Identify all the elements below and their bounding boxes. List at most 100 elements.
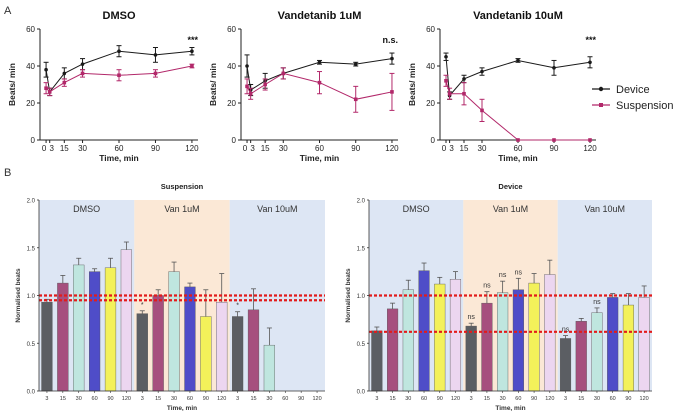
data-point — [47, 90, 52, 94]
x-tick-label: 30 — [78, 144, 87, 153]
legend-device-label: Device — [616, 84, 650, 96]
data-point — [390, 90, 394, 94]
x-tick-label: 60 — [315, 144, 324, 153]
x-tick-label: 15 — [261, 144, 270, 153]
bar — [104, 267, 117, 392]
bar — [120, 249, 132, 392]
y-tick-label: 20 — [426, 99, 435, 108]
x-tick-label: 30 — [405, 396, 411, 402]
legend-device-marker — [598, 86, 604, 92]
x-tick-label: 120 — [451, 396, 460, 402]
data-point — [480, 108, 484, 113]
x-tick-label: 120 — [122, 396, 131, 402]
x-tick-label: 30 — [500, 396, 506, 402]
bar-chart-suspension: DMSO Van 1uM Van 10uM Suspension 3 15 30 60 90 12… — [15, 182, 325, 412]
data-point — [516, 138, 520, 142]
x-tick-label: 30 — [76, 396, 82, 402]
x-tick-label: 15 — [250, 396, 256, 402]
x-tick-label: 30 — [478, 144, 487, 153]
data-point — [588, 60, 592, 65]
data-point — [153, 53, 158, 57]
data-point — [353, 62, 358, 66]
significance-annotation: *** — [187, 35, 198, 45]
x-tick-label: 60 — [514, 144, 523, 153]
x-tick-label: 15 — [390, 396, 396, 402]
x-tick-label: 90 — [625, 396, 631, 402]
x-tick-label: 0 — [243, 144, 248, 153]
x-tick-label: 90 — [437, 396, 443, 402]
bar — [232, 316, 244, 392]
data-point — [552, 66, 556, 70]
x-tick-label: 15 — [60, 396, 66, 402]
data-point — [552, 138, 556, 142]
group-label: Van 1uM — [164, 204, 199, 214]
data-point — [62, 80, 67, 85]
x-axis-label: Time, min — [495, 405, 525, 412]
bar — [591, 312, 603, 392]
bar — [638, 297, 650, 392]
y-tick-label: 1.0 — [27, 294, 36, 300]
y-tick-label: 20 — [26, 99, 35, 108]
x-tick-label: 15 — [460, 144, 469, 153]
x-tick-label: 3 — [141, 396, 144, 402]
data-point — [245, 84, 249, 89]
x-tick-label: 30 — [594, 396, 600, 402]
data-point — [263, 82, 267, 87]
chart-title: Suspension — [161, 182, 204, 191]
x-tick-label: 90 — [351, 144, 360, 153]
x-tick-label: 15 — [484, 396, 490, 402]
significance-annotation: n.s. — [382, 35, 398, 45]
series-suspension — [43, 63, 195, 97]
y-tick-label: 60 — [227, 25, 236, 34]
bar — [622, 304, 634, 392]
group-label: Van 10uM — [257, 204, 297, 214]
data-point — [462, 77, 466, 81]
y-tick-label: 20 — [227, 99, 236, 108]
series-line — [445, 80, 590, 141]
y-tick-label: 2.0 — [357, 199, 366, 205]
chart-title: Vandetanib 1uM — [278, 10, 362, 22]
data-point — [447, 91, 452, 96]
data-point — [317, 80, 322, 85]
bar — [168, 271, 180, 392]
y-axis-label: Beats/ min — [7, 63, 17, 106]
significance-annotation: * — [236, 303, 239, 310]
data-point — [317, 60, 322, 65]
x-tick-label: 120 — [185, 144, 199, 153]
y-tick-label: 1.5 — [27, 246, 36, 252]
group-label: DMSO — [73, 204, 100, 214]
data-point — [190, 64, 194, 68]
series-suspension — [244, 67, 395, 113]
bar — [89, 271, 101, 392]
y-tick-label: 1.0 — [357, 294, 366, 300]
x-tick-label: 120 — [217, 396, 226, 402]
data-point — [281, 71, 286, 76]
x-tick-label: 3 — [449, 144, 454, 153]
x-tick-label: 60 — [115, 144, 124, 153]
significance-annotation: ns — [515, 269, 523, 276]
legend-suspension-marker — [599, 103, 603, 107]
bar — [216, 301, 228, 392]
data-point — [190, 49, 194, 53]
x-tick-label: 0 — [442, 144, 447, 153]
x-tick-label: 120 — [640, 396, 649, 402]
chart-title: DMSO — [103, 10, 136, 22]
x-axis-label: Time, min — [99, 153, 139, 163]
legend-suspension-label: Suspension — [616, 100, 674, 112]
x-tick-label: 60 — [610, 396, 616, 402]
x-tick-label: 3 — [45, 396, 48, 402]
bar — [481, 302, 493, 392]
legend: Device Suspension — [592, 84, 674, 112]
x-tick-label: 60 — [92, 396, 98, 402]
data-point — [80, 62, 85, 66]
y-tick-label: 0 — [31, 136, 36, 145]
data-point — [444, 79, 448, 83]
series-device — [443, 52, 593, 100]
group-label: Van 10uM — [585, 204, 625, 214]
data-point — [390, 56, 394, 61]
bar — [200, 316, 212, 392]
